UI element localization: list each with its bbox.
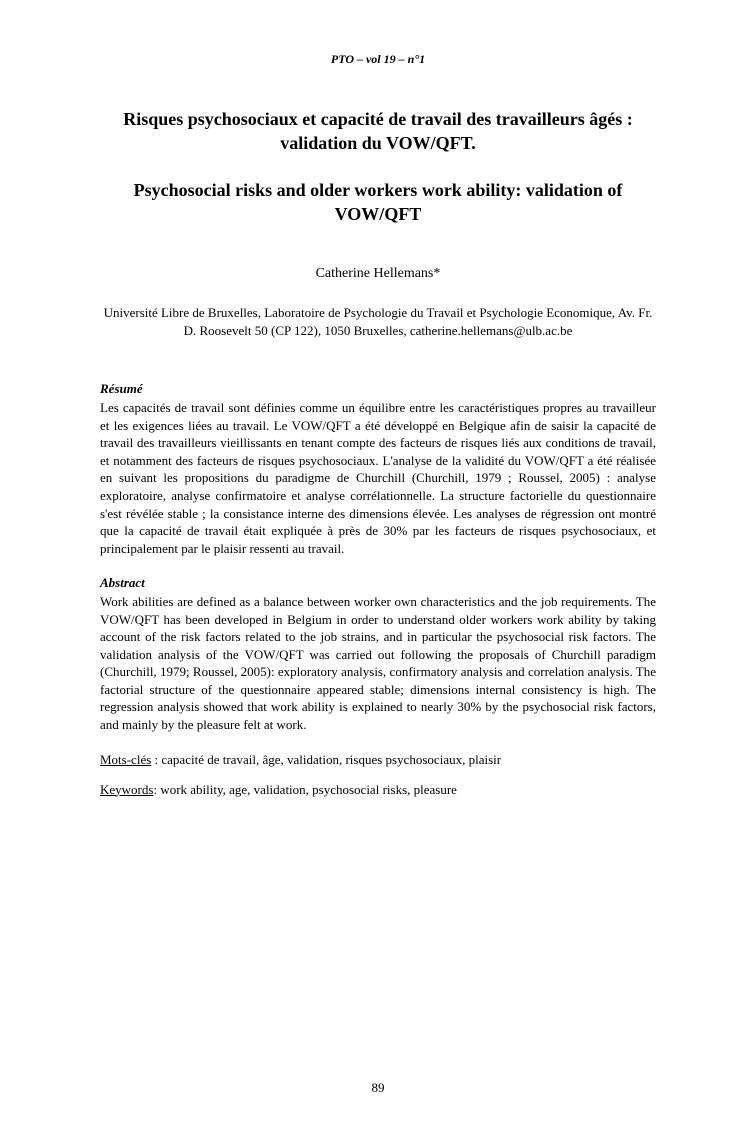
keywords-label: Keywords bbox=[100, 782, 153, 797]
page-number: 89 bbox=[0, 1080, 756, 1096]
title-english: Psychosocial risks and older workers wor… bbox=[100, 178, 656, 227]
motscles-label: Mots-clés bbox=[100, 752, 151, 767]
motscles-value: : capacité de travail, âge, validation, … bbox=[151, 752, 501, 767]
resume-heading: Résumé bbox=[100, 381, 656, 397]
title-french: Risques psychosociaux et capacité de tra… bbox=[100, 107, 656, 156]
author-name: Catherine Hellemans* bbox=[100, 266, 656, 282]
journal-header: PTO – vol 19 – n°1 bbox=[100, 52, 656, 67]
abstract-body: Work abilities are defined as a balance … bbox=[100, 593, 656, 733]
motscles-line: Mots-clés : capacité de travail, âge, va… bbox=[100, 752, 656, 768]
author-affiliation: Université Libre de Bruxelles, Laboratoi… bbox=[100, 304, 656, 339]
abstract-heading: Abstract bbox=[100, 575, 656, 591]
keywords-value: : work ability, age, validation, psychos… bbox=[153, 782, 457, 797]
keywords-line: Keywords: work ability, age, validation,… bbox=[100, 782, 656, 798]
resume-body: Les capacités de travail sont définies c… bbox=[100, 399, 656, 557]
